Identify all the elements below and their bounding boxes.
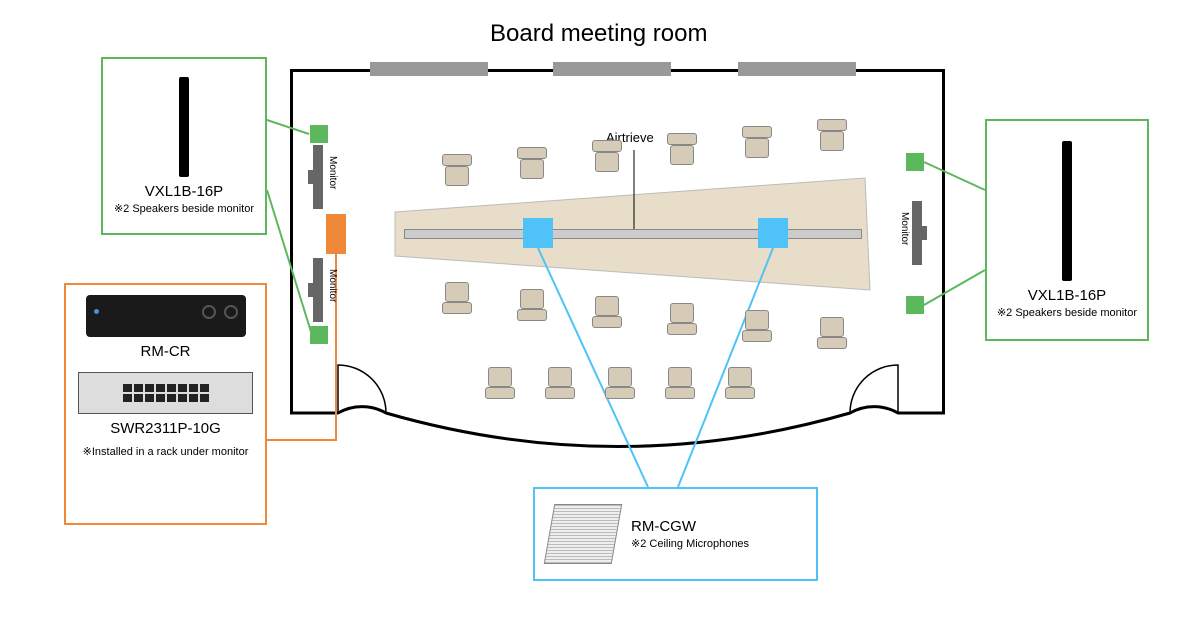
page-title: Board meeting room: [490, 20, 707, 48]
chair: [485, 365, 515, 399]
chair: [817, 119, 847, 153]
table-rail: [404, 229, 862, 239]
cgw-note: ※2 Ceiling Microphones: [631, 537, 749, 550]
chair: [517, 147, 547, 181]
callout-vxl-right: VXL1B-16P ※2 Speakers beside monitor: [985, 119, 1149, 341]
speaker-icon: [179, 77, 189, 177]
monitor-bracket: [308, 170, 313, 184]
speaker-marker: [310, 326, 328, 344]
monitor-left: [313, 145, 323, 209]
chair: [667, 133, 697, 167]
callout-note: ※2 Speakers beside monitor: [997, 306, 1137, 319]
speaker-marker: [906, 153, 924, 171]
chair: [605, 365, 635, 399]
mic-square: [523, 218, 553, 248]
callout-vxl-left: VXL1B-16P ※2 Speakers beside monitor: [101, 57, 267, 235]
callout-note: ※2 Speakers beside monitor: [114, 202, 254, 215]
chair: [592, 140, 622, 174]
swr-label: SWR2311P-10G: [110, 420, 221, 437]
chair: [742, 126, 772, 160]
callout-label: VXL1B-16P: [145, 183, 223, 200]
rmcr-label: RM-CR: [141, 343, 191, 360]
chair: [725, 365, 755, 399]
rack-marker: [326, 214, 346, 254]
monitor-left: [313, 258, 323, 322]
chair: [442, 154, 472, 188]
wall-gap: [553, 62, 671, 76]
speaker-icon: [1062, 141, 1072, 281]
callout-cgw: RM-CGW ※2 Ceiling Microphones: [533, 487, 818, 581]
cgw-label: RM-CGW: [631, 518, 749, 535]
device-swr: [78, 372, 253, 414]
chair: [742, 308, 772, 342]
monitor-right: [912, 201, 922, 265]
speaker-marker: [310, 125, 328, 143]
speaker-marker: [906, 296, 924, 314]
chair: [667, 301, 697, 335]
chair: [665, 365, 695, 399]
chair: [517, 287, 547, 321]
device-rmcr: [86, 295, 246, 337]
ceiling-mic-icon: [544, 504, 623, 564]
chair: [545, 365, 575, 399]
chair: [817, 315, 847, 349]
monitor-label: Monitor: [899, 212, 910, 245]
callout-label: VXL1B-16P: [1028, 287, 1106, 304]
chair: [442, 280, 472, 314]
mic-square: [758, 218, 788, 248]
wall-gap: [370, 62, 488, 76]
monitor-bracket: [308, 283, 313, 297]
chair: [592, 294, 622, 328]
callout-equipment: RM-CR SWR2311P-10G ※Installed in a rack …: [64, 283, 267, 525]
monitor-bracket: [922, 226, 927, 240]
equip-note: ※Installed in a rack under monitor: [83, 445, 249, 458]
monitor-label: Monitor: [327, 269, 338, 302]
monitor-label: Monitor: [327, 156, 338, 189]
wall-gap: [738, 62, 856, 76]
